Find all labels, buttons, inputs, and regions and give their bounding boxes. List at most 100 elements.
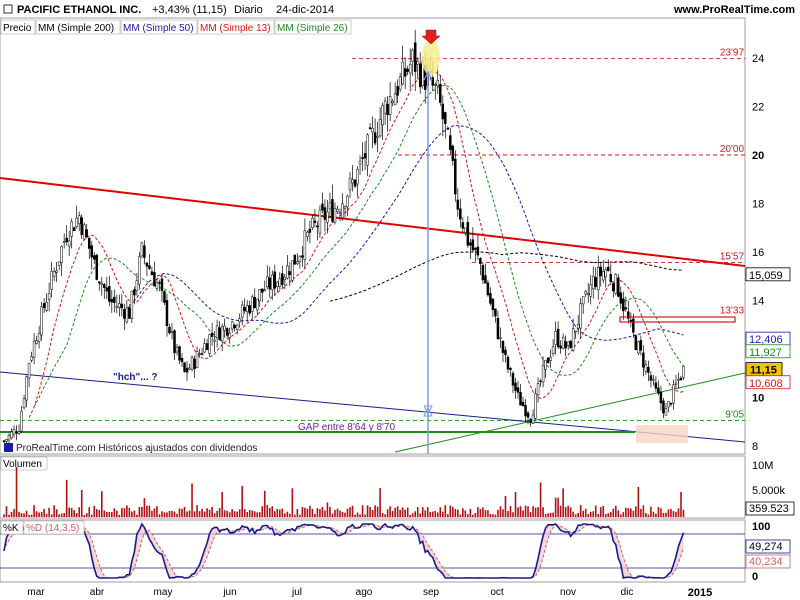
volume-bar xyxy=(645,513,647,517)
candle xyxy=(529,417,532,427)
candle xyxy=(356,166,359,197)
candle-body xyxy=(20,411,23,432)
volume-tick-10m: 10M xyxy=(752,460,773,472)
candle xyxy=(301,245,304,267)
candle xyxy=(386,96,389,132)
candle-body xyxy=(388,96,392,115)
candle xyxy=(95,253,99,281)
candle xyxy=(2,439,6,443)
menu-icon[interactable] xyxy=(3,4,13,14)
candle-body xyxy=(133,289,136,296)
volume-bar xyxy=(103,510,106,517)
date-label: 24-dic-2014 xyxy=(276,4,334,16)
volume-bar xyxy=(369,507,371,517)
volume-bar xyxy=(627,508,630,517)
volume-bar xyxy=(341,511,344,517)
candle-body xyxy=(471,239,475,251)
volume-bar xyxy=(95,509,98,517)
candle xyxy=(629,312,633,328)
candle-body xyxy=(218,327,221,340)
volume-bar xyxy=(472,514,474,517)
volume-bar xyxy=(349,507,351,517)
volume-bar xyxy=(10,511,13,517)
volume-bar xyxy=(314,513,316,517)
candle xyxy=(391,98,394,107)
volume-bar xyxy=(171,510,173,517)
candle xyxy=(446,126,450,130)
candle xyxy=(449,127,452,155)
volume-bar xyxy=(411,513,414,517)
candle-body xyxy=(328,202,332,210)
candle-body xyxy=(30,356,33,361)
candle xyxy=(82,222,86,240)
candle-body xyxy=(602,271,605,281)
candle-body xyxy=(489,293,492,304)
volume-bar xyxy=(637,487,640,517)
volume-bar xyxy=(542,507,544,517)
volume-bar xyxy=(161,511,163,517)
candle-body xyxy=(35,340,38,344)
candle-body xyxy=(682,366,685,378)
x-tick-label: ago xyxy=(356,587,373,598)
gap-annotation: GAP entre 8'64 y 8'70 xyxy=(298,422,395,433)
candle-body xyxy=(654,382,658,389)
volume-bar xyxy=(316,508,319,517)
candle xyxy=(133,286,136,305)
candle xyxy=(47,282,51,312)
candle-body xyxy=(366,134,369,166)
volume-bar xyxy=(253,511,256,517)
candle-body xyxy=(198,353,201,355)
candle xyxy=(128,304,131,319)
candle-body xyxy=(50,270,53,290)
candle-body xyxy=(296,261,299,264)
candle xyxy=(218,321,221,341)
candle xyxy=(637,340,640,356)
candle xyxy=(238,313,241,328)
candle xyxy=(45,293,48,313)
volume-bar xyxy=(121,508,123,517)
candle-body xyxy=(286,265,289,279)
volume-bar xyxy=(379,488,381,517)
candle-body xyxy=(454,158,457,195)
candle xyxy=(271,270,274,300)
volume-bar xyxy=(248,510,251,517)
volume-bar xyxy=(509,506,512,517)
volume-bar xyxy=(594,505,597,517)
candle xyxy=(52,267,56,282)
candle-body xyxy=(551,346,555,354)
volume-bar xyxy=(273,511,276,517)
candle xyxy=(205,338,209,351)
volume-bar xyxy=(519,506,522,517)
candle xyxy=(441,95,445,137)
candle-body xyxy=(183,362,186,372)
volume-bar xyxy=(304,507,306,517)
volume-bar xyxy=(416,507,419,517)
volume-bar xyxy=(55,509,58,517)
candle xyxy=(564,335,567,357)
candle-body xyxy=(67,240,71,247)
volume-bar xyxy=(655,513,657,517)
candle-body xyxy=(173,330,176,354)
volume-bar xyxy=(409,514,411,517)
candle-body xyxy=(649,375,653,381)
candle xyxy=(368,123,372,130)
volume-panel xyxy=(0,455,746,519)
candle xyxy=(496,310,500,340)
volume-bar xyxy=(238,509,241,517)
candle xyxy=(607,259,610,272)
candle xyxy=(293,254,297,265)
volume-bar xyxy=(108,511,111,517)
candle xyxy=(163,290,166,306)
candle xyxy=(531,409,535,425)
candle-body xyxy=(45,302,48,311)
volume-bar xyxy=(166,512,168,517)
volume-bar xyxy=(539,482,542,517)
volume-bar xyxy=(133,510,136,517)
volume-bar xyxy=(138,507,141,517)
candle xyxy=(318,205,322,238)
candle-body xyxy=(622,298,625,312)
candle xyxy=(586,282,590,303)
volume-bar xyxy=(231,509,233,517)
candle xyxy=(566,341,570,351)
candle-body xyxy=(556,328,560,347)
